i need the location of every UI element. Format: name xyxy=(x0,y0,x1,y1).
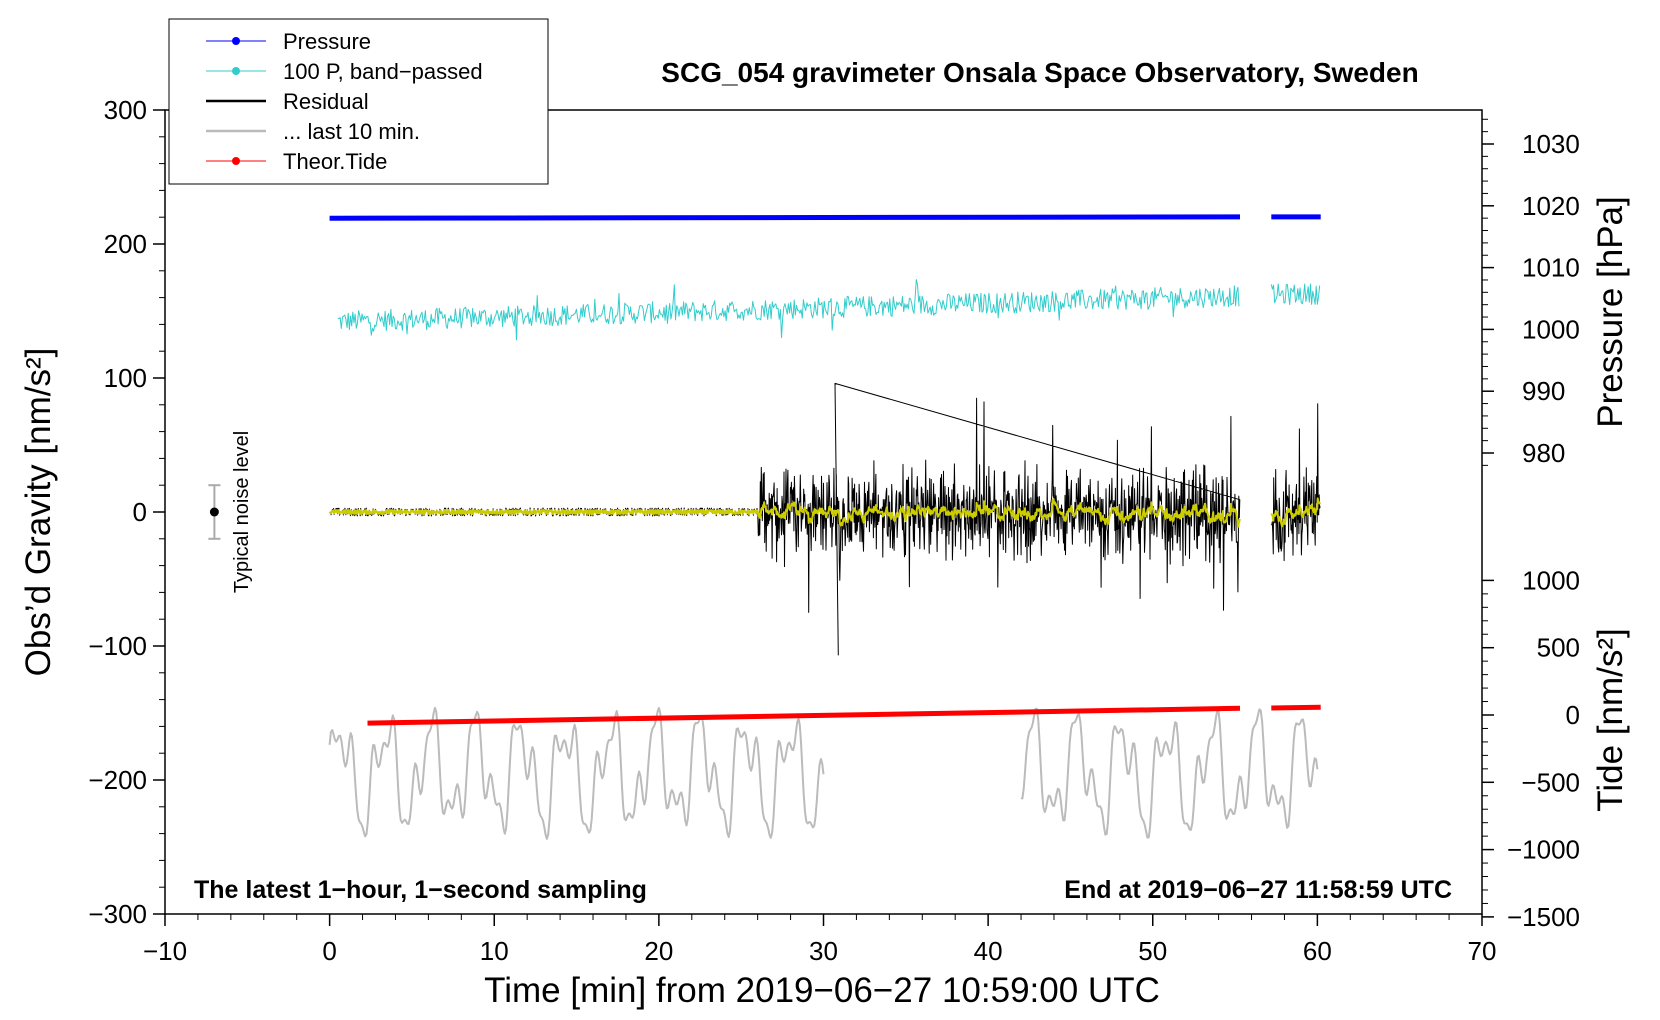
tide-series xyxy=(1271,704,1321,711)
legend-label: ... last 10 min. xyxy=(283,119,420,144)
y-left-tick-label: 300 xyxy=(104,95,147,125)
x-tick-label: 70 xyxy=(1468,936,1497,966)
legend-marker xyxy=(232,67,240,75)
pressure-tick-label: 980 xyxy=(1522,438,1565,468)
y-axis-label-tide: Tide [nm/s²] xyxy=(1591,628,1630,811)
x-tick-label: 30 xyxy=(809,936,838,966)
tide-tick-label: −500 xyxy=(1521,767,1580,797)
x-tick-label: 10 xyxy=(480,936,509,966)
pressure-series xyxy=(329,214,1241,221)
y-left-tick-label: 100 xyxy=(104,363,147,393)
x-axis-label: Time [min] from 2019−06−27 10:59:00 UTC xyxy=(484,971,1160,1010)
legend: Pressure 100 P, band−passed Residual ... la… xyxy=(168,18,549,185)
y-left-tick-label: −200 xyxy=(88,765,147,795)
x-tick-label: 40 xyxy=(974,936,1003,966)
legend-box xyxy=(168,18,549,185)
smoothed-residual-series xyxy=(328,498,1241,528)
y-left-tick-label: 0 xyxy=(133,497,147,527)
legend-label: Pressure xyxy=(283,29,371,54)
residual-series xyxy=(1271,403,1321,562)
noise-indicator: Typical noise level xyxy=(208,431,253,593)
residual-series xyxy=(329,382,1241,656)
pressure-tick-label: 1010 xyxy=(1522,253,1580,283)
x-tick-label: 0 xyxy=(322,936,336,966)
legend-marker xyxy=(232,37,240,45)
legend-label: Theor.Tide xyxy=(283,149,387,174)
last-10-min-series xyxy=(1020,707,1319,839)
tide-series xyxy=(367,705,1241,726)
x-tick-label: 60 xyxy=(1303,936,1332,966)
noise-point xyxy=(209,507,219,517)
tide-tick-label: −1500 xyxy=(1507,902,1580,932)
pressure-tick-label: 1030 xyxy=(1522,129,1580,159)
chart-title: SCG_054 gravimeter Onsala Space Observat… xyxy=(661,57,1418,88)
y-axis-label-pressure: Pressure [hPa] xyxy=(1591,196,1630,428)
annotation-end-time: End at 2019−06−27 11:58:59 UTC xyxy=(1064,876,1452,904)
legend-marker xyxy=(232,157,240,165)
legend-label: Residual xyxy=(283,89,369,114)
legend-label: 100 P, band−passed xyxy=(283,59,483,84)
pressure-tick-label: 1020 xyxy=(1522,191,1580,221)
annotation-sampling: The latest 1−hour, 1−second sampling xyxy=(194,876,647,904)
last-10-min-series xyxy=(328,706,825,840)
x-tick-label: −10 xyxy=(143,936,187,966)
y-left-tick-label: 200 xyxy=(104,229,147,259)
pressure-tick-label: 990 xyxy=(1522,376,1565,406)
bandpass-series xyxy=(1270,283,1321,306)
tide-tick-label: 1000 xyxy=(1522,565,1580,595)
y-left-tick-label: −300 xyxy=(88,899,147,929)
tide-tick-label: 0 xyxy=(1566,700,1580,730)
y-left-tick-label: −100 xyxy=(88,631,147,661)
x-tick-label: 50 xyxy=(1138,936,1167,966)
x-tick-label: 20 xyxy=(644,936,673,966)
smoothed-residual-series xyxy=(1270,497,1322,528)
y-axis-label-left: Obs’d Gravity [nm/s²] xyxy=(19,348,58,677)
pressure-tick-label: 1000 xyxy=(1522,314,1580,344)
axes-ticks: −10 0 10 20 30 40 50 60 703002001000−100−200−300… xyxy=(88,95,1580,966)
bandpass-series xyxy=(337,279,1240,341)
tide-tick-label: 500 xyxy=(1537,633,1580,663)
series-layer xyxy=(328,214,1322,840)
tide-tick-label: −1000 xyxy=(1507,835,1580,865)
noise-label: Typical noise level xyxy=(231,431,253,593)
